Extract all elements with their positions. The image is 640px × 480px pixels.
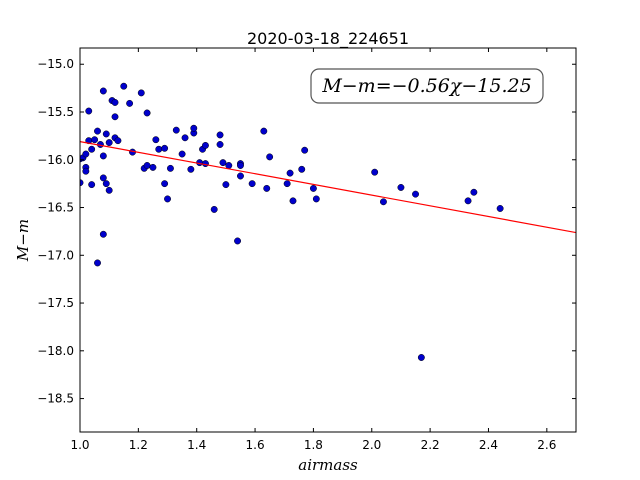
x-tick-label-8: 2.6 — [537, 438, 556, 452]
x-tick-label-6: 2.2 — [421, 438, 440, 452]
data-point-75 — [412, 190, 419, 198]
x-tick-label-1: 1.2 — [129, 438, 148, 452]
data-point-77 — [464, 197, 472, 205]
equation-annotation: M−m=−0.56χ−15.25 — [321, 75, 531, 97]
plot-frame — [79, 47, 577, 433]
data-point-40 — [167, 164, 174, 172]
y-tick-label-3: −16.5 — [37, 201, 74, 215]
data-point-38 — [161, 180, 169, 188]
y-tick-label-1: −15.5 — [37, 105, 74, 119]
data-point-76 — [417, 354, 425, 361]
x-tick-label-0: 1.0 — [70, 438, 89, 452]
data-point-64 — [266, 153, 274, 161]
data-point-34 — [149, 163, 157, 171]
data-point-25 — [111, 113, 119, 121]
y-axis-label: M−m — [14, 219, 32, 262]
data-point-72 — [371, 168, 379, 176]
data-point-73 — [379, 198, 387, 206]
axis-ticks — [79, 48, 576, 432]
y-tick-label-4: −17.0 — [37, 248, 74, 262]
data-points — [80, 82, 504, 361]
data-point-55 — [222, 181, 230, 189]
data-point-37 — [161, 144, 169, 152]
data-point-60 — [237, 172, 244, 180]
data-point-11 — [94, 127, 101, 135]
data-point-14 — [99, 87, 107, 95]
y-tick-label-2: −16.0 — [37, 153, 74, 167]
x-axis-label: airmass — [298, 456, 358, 474]
data-point-24 — [111, 99, 119, 106]
fit-line — [80, 141, 576, 234]
fit-layer — [80, 141, 576, 234]
data-point-42 — [178, 150, 186, 158]
data-point-28 — [126, 99, 134, 107]
data-point-21 — [105, 139, 113, 147]
data-point-7 — [85, 107, 93, 115]
data-point-51 — [210, 205, 218, 213]
data-point-41 — [172, 126, 180, 134]
plot-area — [80, 48, 576, 432]
x-tick-label-5: 2.0 — [362, 438, 381, 452]
data-point-70 — [309, 184, 317, 192]
data-point-8 — [88, 145, 96, 153]
data-point-67 — [289, 197, 297, 205]
data-point-27 — [120, 82, 128, 90]
equation-box: M−m=−0.56χ−15.25 — [310, 68, 544, 104]
y-tick-label-6: −18.0 — [37, 344, 74, 358]
axis-tick-labels: 1.0 1.2 1.4 1.6 1.8 2.0 2.2 2.4 2.6 −15.0 −15.5 −16… — [37, 57, 556, 452]
y-tick-label-0: −15.0 — [37, 57, 74, 71]
data-point-66 — [286, 169, 294, 177]
data-point-36 — [155, 145, 163, 153]
data-point-54 — [219, 159, 227, 167]
equation-box-frame — [310, 68, 544, 104]
data-point-17 — [99, 230, 107, 238]
data-point-46 — [190, 124, 198, 132]
data-point-10 — [91, 136, 99, 144]
data-point-53 — [216, 141, 224, 148]
data-point-19 — [102, 180, 110, 188]
data-point-43 — [181, 134, 189, 142]
data-point-30 — [137, 89, 145, 97]
data-point-9 — [88, 181, 96, 189]
data-point-12 — [94, 259, 101, 267]
data-point-44 — [187, 165, 195, 173]
data-point-57 — [234, 237, 242, 245]
x-tick-label-4: 1.8 — [304, 438, 323, 452]
data-point-39 — [164, 195, 171, 203]
y-tick-label-7: −18.5 — [37, 392, 74, 406]
data-point-74 — [397, 184, 405, 191]
data-point-20 — [105, 186, 113, 194]
data-point-33 — [143, 162, 151, 169]
data-point-68 — [298, 165, 306, 173]
data-point-56 — [225, 162, 233, 169]
data-point-18 — [102, 130, 110, 138]
data-point-71 — [312, 195, 320, 203]
data-point-52 — [216, 131, 224, 139]
data-point-5 — [82, 167, 90, 175]
chart-title: 2020-03-18_224651 — [247, 29, 409, 49]
data-point-49 — [202, 141, 209, 149]
data-point-26 — [114, 137, 122, 145]
data-point-65 — [283, 180, 291, 188]
data-point-35 — [152, 136, 160, 144]
x-tick-label-3: 1.6 — [246, 438, 265, 452]
data-point-3 — [82, 150, 90, 158]
data-point-78 — [470, 188, 478, 196]
data-point-63 — [263, 184, 271, 192]
data-point-59 — [237, 162, 244, 169]
data-point-69 — [301, 146, 309, 154]
x-tick-label-7: 2.4 — [479, 438, 498, 452]
data-point-50 — [202, 160, 209, 168]
data-point-79 — [496, 205, 504, 212]
data-point-32 — [143, 109, 151, 117]
y-tick-label-5: −17.5 — [37, 296, 74, 310]
data-point-61 — [248, 180, 256, 188]
data-point-15 — [99, 174, 107, 182]
data-point-16 — [99, 152, 107, 160]
data-point-62 — [260, 127, 268, 135]
x-tick-label-2: 1.4 — [187, 438, 206, 452]
